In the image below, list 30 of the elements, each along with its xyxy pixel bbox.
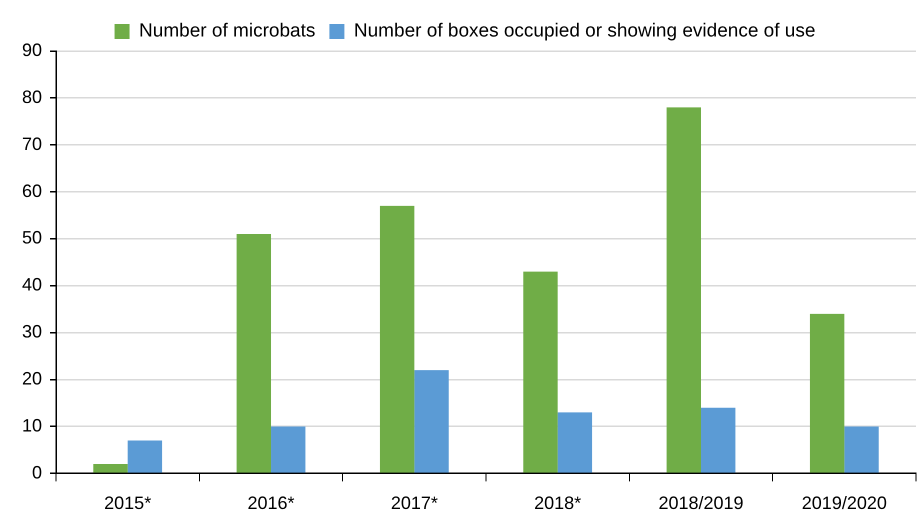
y-tick-label: 80 xyxy=(22,86,42,107)
bar xyxy=(666,107,702,473)
bar xyxy=(380,206,414,473)
y-tick-label: 40 xyxy=(22,274,42,295)
bar xyxy=(810,314,844,473)
bar xyxy=(93,464,128,473)
y-tick-label: 50 xyxy=(22,228,42,248)
x-tick-label: 2018* xyxy=(534,493,582,514)
bar xyxy=(128,440,162,473)
bar xyxy=(844,426,879,473)
bar xyxy=(523,272,558,473)
legend-label: Number of boxes occupied or showing evidence of use xyxy=(354,20,816,42)
y-tick-label: 30 xyxy=(22,322,42,342)
x-tick-label: 2018/2019 xyxy=(658,493,744,514)
bar xyxy=(558,412,592,473)
x-tick-label: 2019/2020 xyxy=(802,493,887,514)
bar xyxy=(236,234,272,473)
x-tick-label: 2016* xyxy=(247,493,295,514)
y-tick-label: 70 xyxy=(22,134,42,154)
x-tick-label: 2017* xyxy=(390,493,438,514)
x-tick-label: 2015* xyxy=(104,493,152,514)
legend-label: Number of microbats xyxy=(139,20,316,42)
y-tick-label: 20 xyxy=(22,368,42,388)
bar xyxy=(414,370,449,473)
y-tick-label: 90 xyxy=(22,40,42,60)
y-tick-label: 60 xyxy=(22,180,42,201)
y-tick-label: 10 xyxy=(22,415,42,436)
bar xyxy=(701,408,736,473)
y-tick-label: 0 xyxy=(32,462,42,482)
bar xyxy=(271,426,306,473)
